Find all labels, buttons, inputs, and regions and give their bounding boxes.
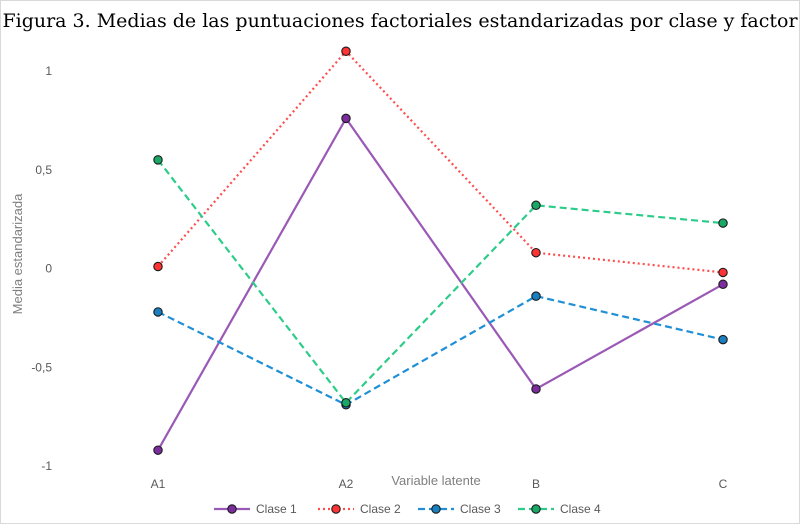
y-tick-label: -1 [41,459,52,473]
data-point-clase-4 [153,155,163,165]
data-point-clase-3 [531,291,541,301]
x-tick-label: C [719,477,728,491]
x-tick-label: A2 [339,477,354,491]
data-point-clase-4 [718,218,728,228]
data-point-clase-1 [531,384,541,394]
y-tick-label: -0,5 [31,360,52,374]
data-point-clase-3 [153,307,163,317]
series-line-clase-1 [157,117,724,451]
legend-marker [227,504,237,514]
data-point-clase-4 [531,200,541,211]
data-point-clase-1 [153,445,163,455]
y-tick-label: 1 [45,64,52,78]
series-line-clase-2 [157,50,724,274]
data-point-clase-2 [341,46,351,56]
x-tick-label: B [532,477,540,491]
legend-label: Clase 4 [560,502,601,516]
legend-marker [431,504,441,514]
y-tick-label: 0,5 [35,163,52,177]
chart-title: Figura 3. Medias de las puntuaciones fac… [2,10,798,32]
legend-marker [331,504,341,514]
y-tick-label: 0 [45,262,52,276]
legend-marker [531,504,541,514]
legend-label: Clase 2 [360,502,401,516]
data-point-clase-3 [718,334,728,345]
legend-label: Clase 1 [256,502,297,516]
series-line-clase-4 [157,159,724,404]
data-point-clase-1 [341,113,351,124]
y-axis-label: Media estandarizada [10,193,25,314]
series-line-clase-3 [157,295,724,406]
data-point-clase-2 [153,261,163,272]
data-point-clase-4 [341,398,351,408]
data-point-clase-2 [718,267,728,278]
data-point-clase-1 [718,279,728,290]
x-axis-label: Variable latente [391,473,480,488]
data-point-clase-2 [531,247,541,258]
x-tick-label: A1 [151,477,166,491]
legend-label: Clase 3 [460,502,501,516]
